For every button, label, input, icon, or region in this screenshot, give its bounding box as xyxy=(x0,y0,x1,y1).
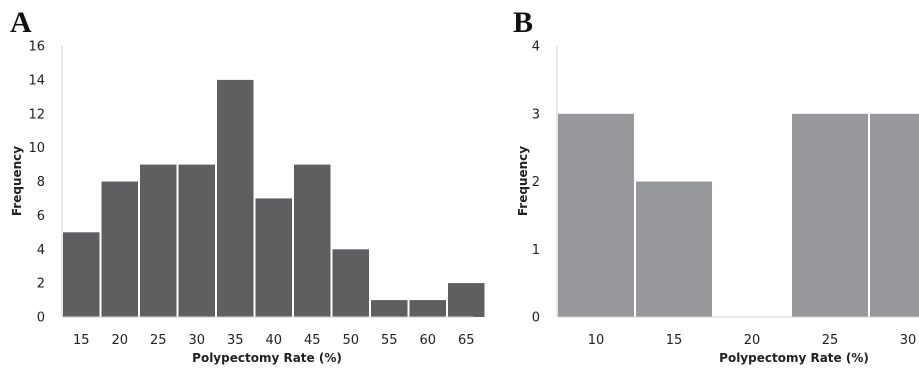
y-tick-label: 16 xyxy=(28,40,45,55)
bar-15 xyxy=(63,232,100,317)
panel-b-label: B xyxy=(513,6,533,39)
y-tick-label: 1 xyxy=(532,243,540,258)
x-tick-label: 15 xyxy=(73,333,90,348)
panel-b-x-ticks: 10 15 20 25 30 xyxy=(588,333,917,348)
bar-30 xyxy=(178,164,215,317)
panel-a-bars xyxy=(63,79,485,318)
y-tick-label: 2 xyxy=(532,175,540,190)
bar-45 xyxy=(294,164,331,317)
x-tick-label: 20 xyxy=(112,333,129,348)
x-tick-label: 45 xyxy=(304,333,321,348)
x-tick-label: 65 xyxy=(458,333,475,348)
panel-b-y-ticks: 0 1 2 3 4 xyxy=(532,40,540,326)
y-tick-label: 0 xyxy=(37,311,45,326)
bar-15 xyxy=(636,181,712,317)
panel-a-label: A xyxy=(10,6,32,39)
x-tick-label: 50 xyxy=(343,333,360,348)
x-tick-label: 15 xyxy=(666,333,683,348)
x-tick-label: 25 xyxy=(150,333,167,348)
bar-40 xyxy=(255,198,292,317)
x-tick-label: 30 xyxy=(189,333,206,348)
y-tick-label: 10 xyxy=(28,141,45,156)
x-tick-label: 60 xyxy=(420,333,437,348)
bar-35 xyxy=(217,79,254,318)
panel-a-x-ticks: 15 20 25 30 35 40 45 50 55 60 65 xyxy=(73,333,475,348)
y-tick-label: 0 xyxy=(532,311,540,326)
y-tick-label: 6 xyxy=(37,209,45,224)
bar-20 xyxy=(101,181,138,317)
x-tick-label: 10 xyxy=(588,333,605,348)
x-tick-label: 25 xyxy=(822,333,839,348)
panel-a: A 0 2 4 6 8 10 12 14 16 15 20 25 30 35 40 45 50 55 60 65 P… xyxy=(10,6,485,365)
y-tick-label: 8 xyxy=(37,175,45,190)
y-tick-label: 3 xyxy=(532,107,540,122)
x-tick-label: 40 xyxy=(266,333,283,348)
bar-25 xyxy=(140,164,177,317)
bar-10 xyxy=(558,113,634,318)
y-tick-label: 4 xyxy=(532,40,540,55)
y-tick-label: 2 xyxy=(37,277,45,292)
panel-b-bars xyxy=(558,113,919,318)
bar-50 xyxy=(332,249,369,318)
panel-a-y-axis-title: Frequency xyxy=(10,146,24,216)
x-tick-label: 20 xyxy=(744,333,761,348)
bar-25 xyxy=(792,113,868,318)
bar-55 xyxy=(371,300,408,317)
y-tick-label: 14 xyxy=(28,73,45,88)
bar-60 xyxy=(409,300,446,317)
y-tick-label: 4 xyxy=(37,243,45,258)
y-tick-label: 12 xyxy=(28,107,45,122)
panel-a-x-axis-title: Polypectomy Rate (%) xyxy=(192,351,342,365)
panel-b-y-axis-title: Frequency xyxy=(516,146,530,216)
x-tick-label: 30 xyxy=(900,333,917,348)
bar-30 xyxy=(870,113,919,318)
panel-a-y-ticks: 0 2 4 6 8 10 12 14 16 xyxy=(28,40,45,326)
bar-65 xyxy=(448,283,485,317)
panel-b-x-axis-title: Polypectomy Rate (%) xyxy=(719,351,869,365)
x-tick-label: 35 xyxy=(227,333,244,348)
x-tick-label: 55 xyxy=(381,333,398,348)
